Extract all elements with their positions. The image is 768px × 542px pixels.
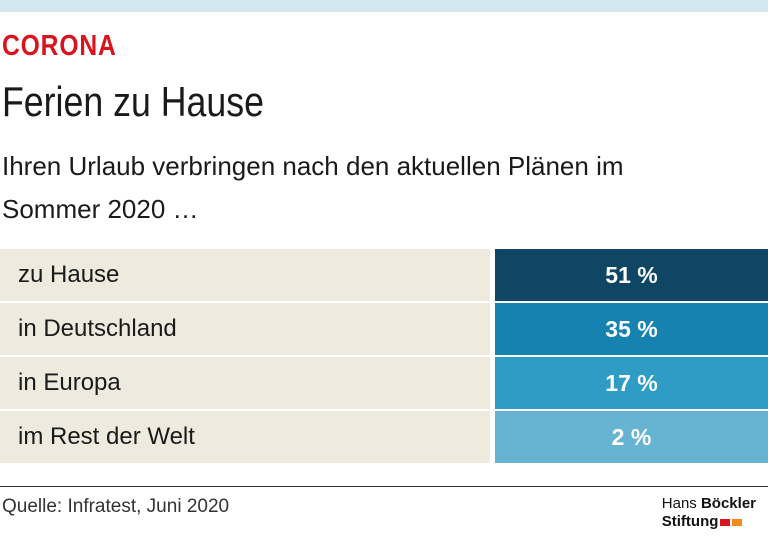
table-row: zu Hause 51 % [0, 249, 768, 301]
title: Ferien zu Hause [2, 78, 264, 125]
subtitle: Ihren Urlaub verbringen nach den aktuell… [2, 151, 624, 224]
rule [0, 486, 768, 487]
row-value: 17 % [495, 357, 768, 409]
table-row: in Deutschland 35 % [0, 303, 768, 355]
row-label: im Rest der Welt [0, 411, 490, 463]
row-value: 35 % [495, 303, 768, 355]
kicker: CORONA [2, 30, 117, 62]
table-row: in Europa 17 % [0, 357, 768, 409]
logo-text: Hans [661, 495, 697, 512]
row-value: 51 % [495, 249, 768, 301]
logo: Hans Böckler Stiftung [662, 495, 756, 531]
table-row: im Rest der Welt 2 % [0, 411, 768, 463]
source: Quelle: Infratest, Juni 2020 [2, 496, 230, 517]
logo-text: Böckler [700, 495, 756, 512]
row-label: in Deutschland [0, 303, 490, 355]
row-label: zu Hause [0, 249, 490, 301]
row-label: in Europa [0, 357, 490, 409]
row-value: 2 % [495, 411, 768, 463]
logo-text: Stiftung [661, 513, 719, 530]
top-bar [0, 0, 768, 12]
